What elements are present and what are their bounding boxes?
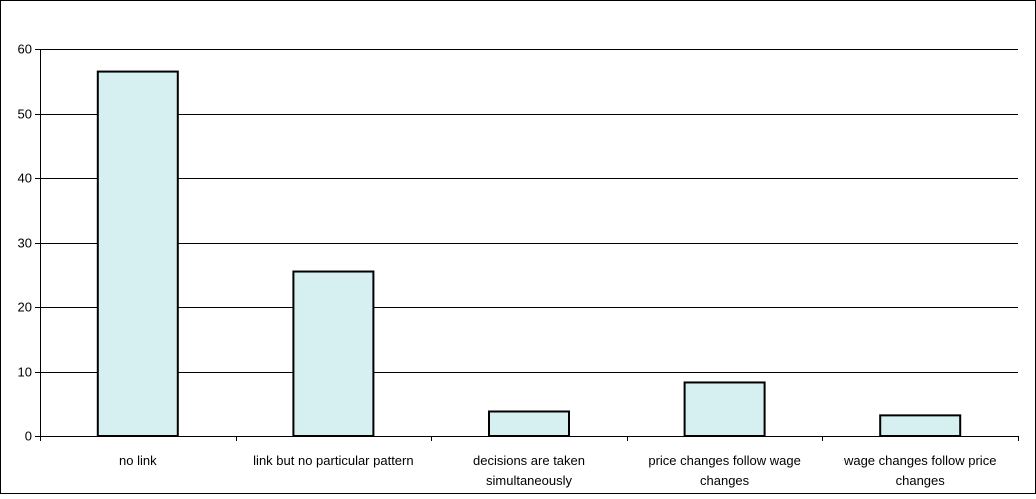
y-tick-label: 30 xyxy=(18,236,32,251)
x-category-label: price changes follow wage changes xyxy=(648,453,800,488)
y-axis-tick-labels: 0 10 20 30 40 50 60 xyxy=(18,42,32,444)
y-tick-label: 60 xyxy=(18,42,32,57)
x-category-label: wage changes follow price changes xyxy=(843,453,996,488)
bars xyxy=(96,70,962,437)
y-tick-label: 50 xyxy=(18,107,32,122)
bar xyxy=(292,270,375,437)
bar xyxy=(683,381,766,437)
x-category-label: decisions are taken simultaneously xyxy=(473,453,585,488)
y-tick-label: 10 xyxy=(18,365,32,380)
y-tick-label: 0 xyxy=(25,429,32,444)
x-axis-category-labels: no link link but no particular pattern dec… xyxy=(119,453,996,488)
y-tick-label: 20 xyxy=(18,300,32,315)
axes xyxy=(40,49,1019,441)
bar xyxy=(488,410,570,437)
bar xyxy=(96,70,179,437)
gridlines xyxy=(35,49,1018,437)
y-tick-label: 40 xyxy=(18,171,32,186)
x-category-label: no link xyxy=(119,453,157,468)
bar xyxy=(879,414,962,437)
x-category-label: link but no particular pattern xyxy=(253,453,413,468)
